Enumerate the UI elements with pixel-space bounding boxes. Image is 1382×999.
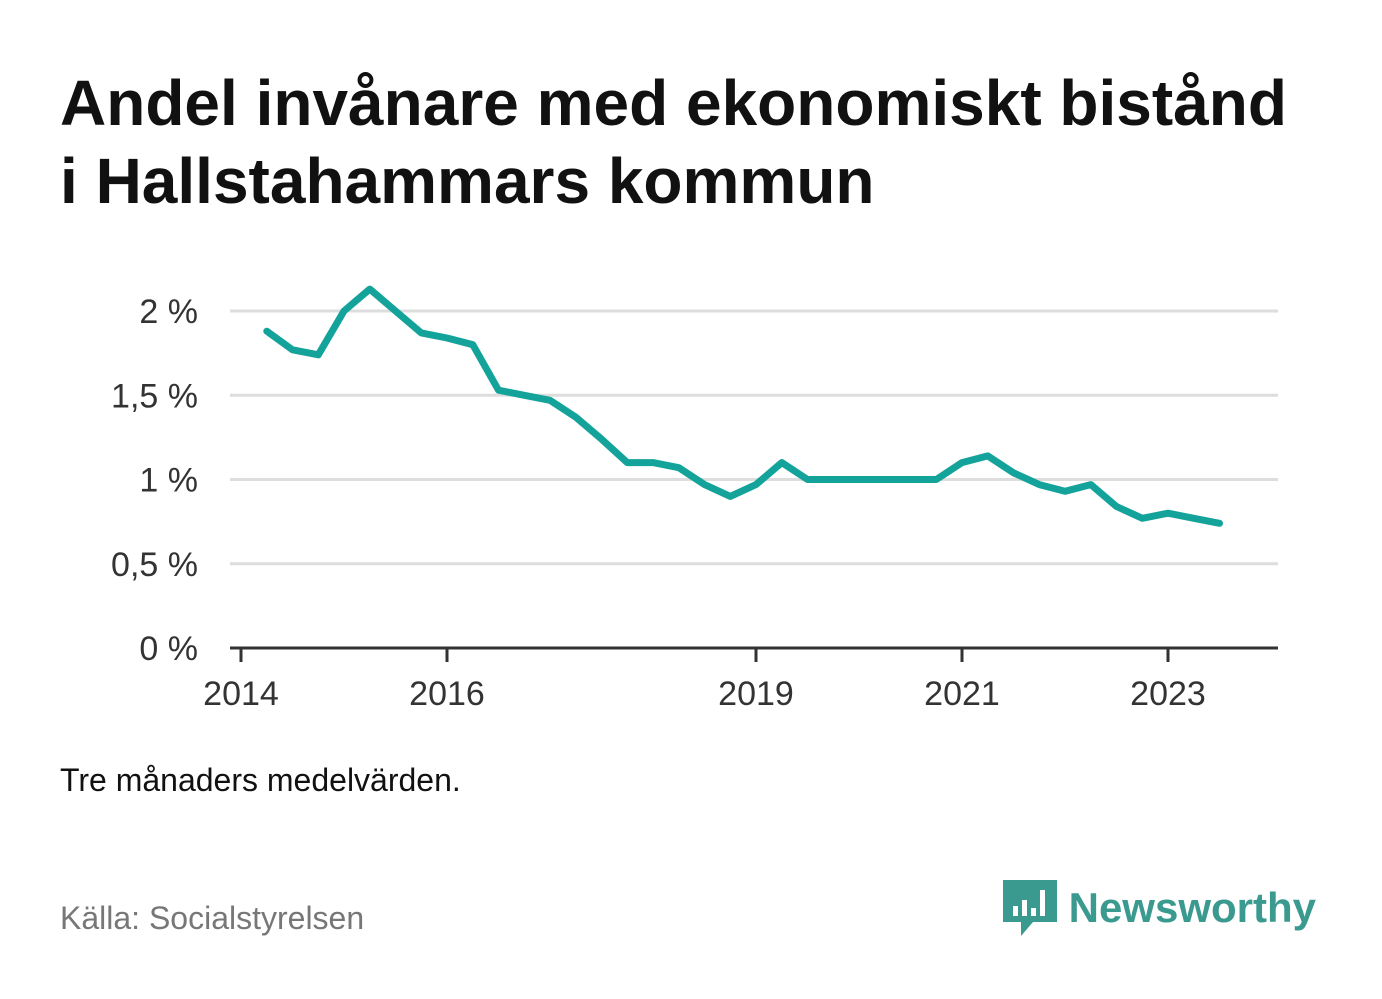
x-tick-label: 2023 [1130, 675, 1206, 713]
y-tick-label: 2 % [139, 293, 198, 331]
y-tick-label: 0,5 % [111, 546, 198, 584]
x-tick-label: 2019 [718, 675, 794, 713]
chart-title: Andel invånare med ekonomiskt bistånd i … [60, 67, 1287, 217]
series-group [263, 285, 1223, 527]
line-chart: 0 % 0,5 % 1 % 1,5 % 2 % 2014 2016 2019 2021 2023 [111, 285, 1278, 713]
brand-name: Newsworthy [1068, 884, 1316, 931]
bar-chart-speech-bubble-icon [1002, 880, 1057, 936]
y-axis-labels: 0 % 0,5 % 1 % 1,5 % 2 % [111, 293, 198, 668]
x-axis: 2014 2016 2019 2021 2023 [203, 646, 1278, 713]
grid-lines [230, 309, 1278, 566]
y-tick-label: 1,5 % [111, 377, 198, 415]
chart-note: Tre månaders medelvärden. [60, 762, 461, 798]
brand-logo: Newsworthy [1002, 878, 1316, 938]
x-tick-label: 2014 [203, 675, 279, 713]
y-tick-label: 0 % [139, 630, 198, 668]
x-tick-label: 2021 [924, 675, 1000, 713]
x-tick-label: 2016 [409, 675, 485, 713]
y-tick-label: 1 % [139, 462, 198, 500]
source-label: Källa: Socialstyrelsen [60, 900, 365, 936]
series-line [263, 285, 1223, 527]
